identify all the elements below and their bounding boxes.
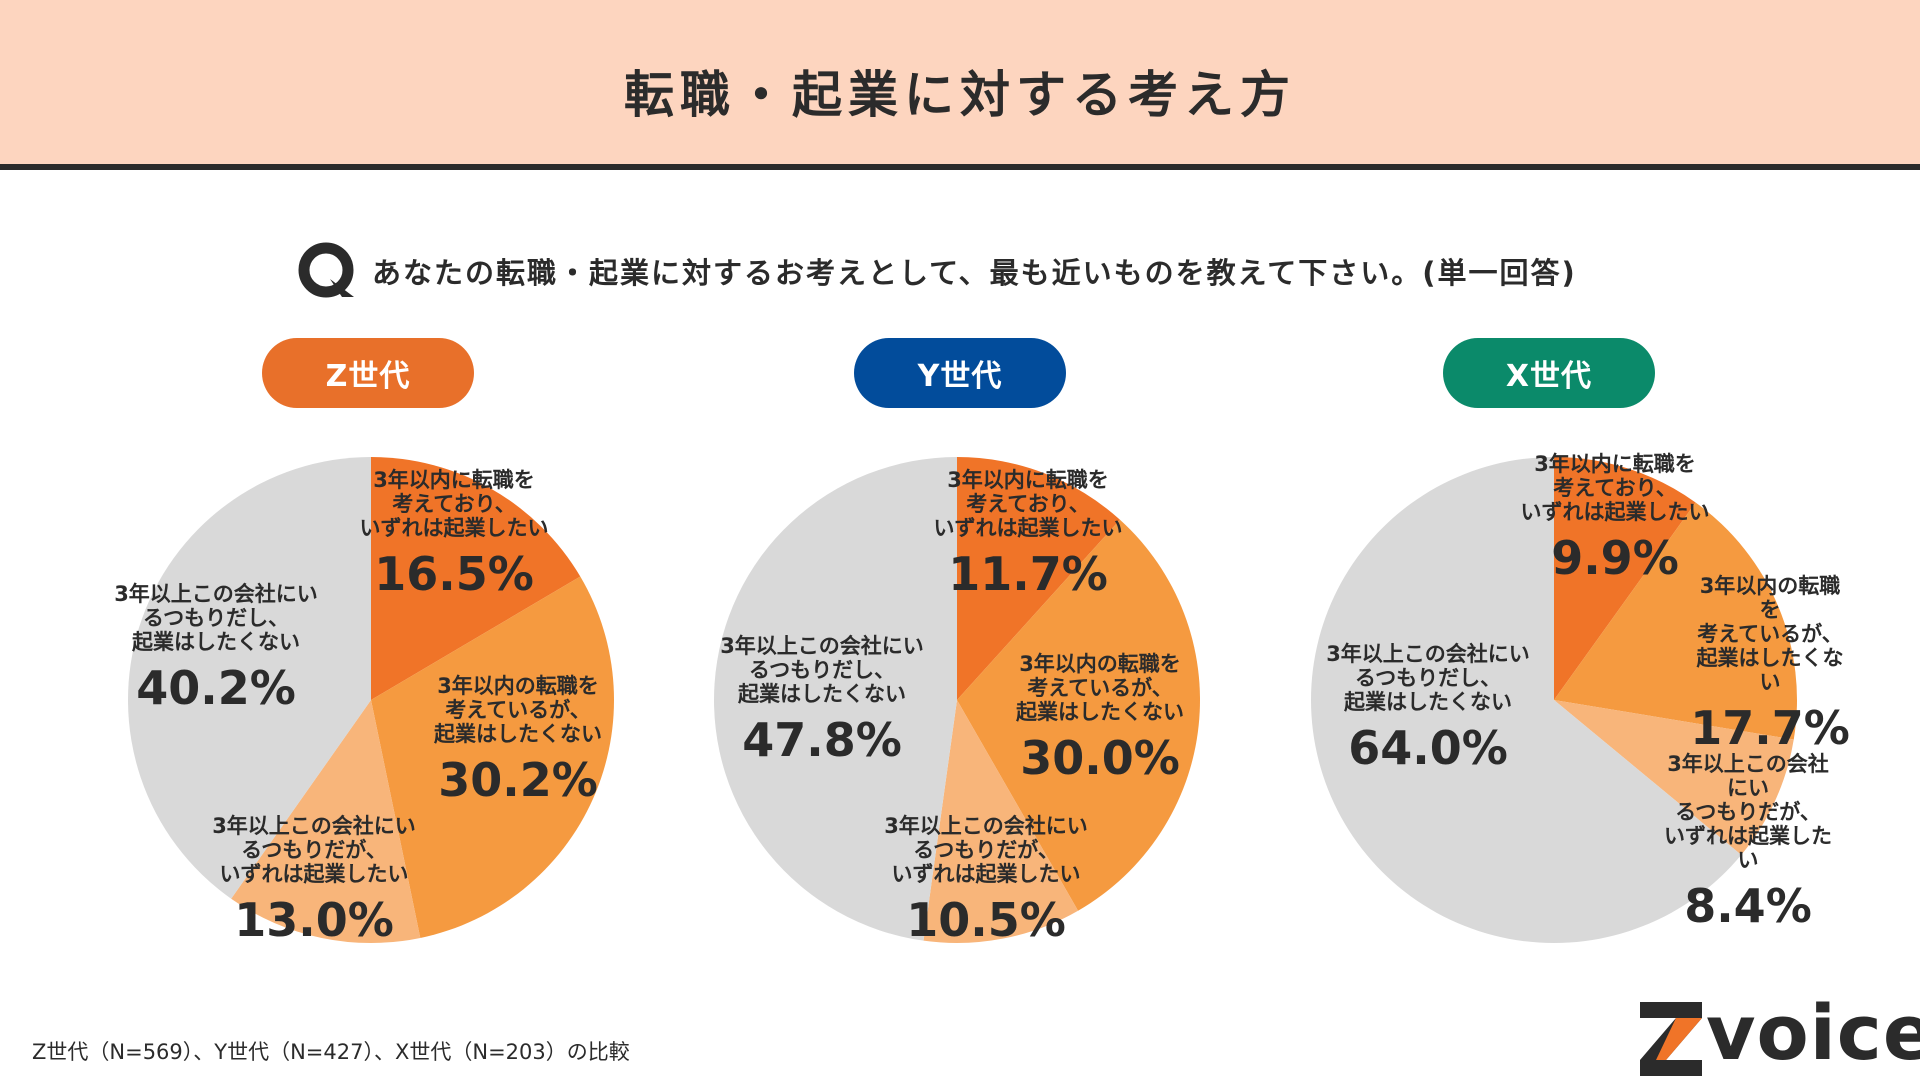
slice-label-y-3: 3年以上この会社にい るつもりだが、 いずれは起業したい 10.5% xyxy=(884,814,1088,950)
pie-slice-x-4 xyxy=(1311,457,1742,943)
slice-category-text: 3年以内に転職を 考えており、 いずれは起業したい xyxy=(359,468,549,540)
slice-value-text: 40.2% xyxy=(136,661,296,715)
slice-value-text: 47.8% xyxy=(742,713,902,767)
generation-pill-y: Y世代 xyxy=(854,338,1066,408)
slice-category-text: 3年以上この会社にい るつもりだが、 いずれは起業したい xyxy=(1664,752,1832,872)
slice-value-text: 11.7% xyxy=(948,547,1108,601)
pie-slice-y-2 xyxy=(957,519,1200,911)
zvoice-logo: voice xyxy=(1636,988,1920,1080)
slice-label-x-2: 3年以内の転職を 考えているが、 起業はしたくない 17.7% xyxy=(1690,574,1850,758)
pie-slice-x-2 xyxy=(1554,502,1797,740)
logo-wordmark: voice xyxy=(1706,988,1920,1077)
slice-category-text: 3年以内の転職を 考えているが、 起業はしたくない xyxy=(434,674,602,746)
pie-slice-y-4 xyxy=(714,457,957,941)
sample-size-footnote: Z世代（N=569）、Y世代（N=427）、X世代（N=203）の比較 xyxy=(32,1040,630,1064)
pie-slice-z-4 xyxy=(128,457,371,899)
slice-value-text: 10.5% xyxy=(906,893,1066,947)
slice-label-z-2: 3年以内の転職を 考えているが、 起業はしたくない 30.2% xyxy=(434,674,602,810)
slice-category-text: 3年以内の転職を 考えているが、 起業はしたくない xyxy=(1696,574,1844,694)
slice-label-z-3: 3年以上この会社にい るつもりだが、 いずれは起業したい 13.0% xyxy=(212,814,416,950)
pie-slice-y-1 xyxy=(957,457,1120,700)
q-icon xyxy=(298,242,354,298)
slice-label-x-1: 3年以内に転職を 考えており、 いずれは起業したい 9.9% xyxy=(1521,452,1710,588)
slice-value-text: 9.9% xyxy=(1551,531,1679,585)
slice-value-text: 64.0% xyxy=(1348,721,1508,775)
generation-pill-z: Z世代 xyxy=(262,338,474,408)
generation-pill-x: X世代 xyxy=(1443,338,1655,408)
question-text: あなたの転職・起業に対するお考えとして、最も近いものを教えて下さい。(単一回答) xyxy=(372,256,1577,290)
pie-slice-x-1 xyxy=(1554,457,1696,700)
slice-category-text: 3年以内に転職を 考えており、 いずれは起業したい xyxy=(933,468,1123,540)
slice-value-text: 17.7% xyxy=(1690,701,1850,755)
slice-label-z-1: 3年以内に転職を 考えており、 いずれは起業したい 16.5% xyxy=(360,468,549,604)
slice-value-text: 13.0% xyxy=(234,893,394,947)
pie-slice-y-3 xyxy=(923,700,1079,943)
slice-category-text: 3年以上この会社にい るつもりだし、 起業はしたくない xyxy=(114,582,318,654)
slice-value-text: 16.5% xyxy=(374,547,534,601)
page-title: 転職・起業に対する考え方 xyxy=(624,66,1296,124)
slice-value-text: 8.4% xyxy=(1684,879,1812,933)
slice-category-text: 3年以上この会社にい るつもりだし、 起業はしたくない xyxy=(720,634,924,706)
slice-label-y-1: 3年以内に転職を 考えており、 いずれは起業したい 11.7% xyxy=(934,468,1123,604)
slice-label-z-4: 3年以上この会社にい るつもりだし、 起業はしたくない 40.2% xyxy=(114,582,318,718)
pie-slice-z-1 xyxy=(371,457,581,700)
slice-label-y-2: 3年以内の転職を 考えているが、 起業はしたくない 30.0% xyxy=(1016,652,1184,788)
slice-label-x-3: 3年以上この会社にい るつもりだが、 いずれは起業したい 8.4% xyxy=(1662,752,1834,936)
slice-category-text: 3年以上この会社にい るつもりだし、 起業はしたくない xyxy=(1326,642,1530,714)
slice-value-text: 30.0% xyxy=(1020,731,1180,785)
slice-category-text: 3年以上この会社にい るつもりだが、 いずれは起業したい xyxy=(212,814,416,886)
pie-slice-x-3 xyxy=(1554,700,1794,855)
slice-category-text: 3年以内に転職を 考えており、 いずれは起業したい xyxy=(1520,452,1710,524)
slice-category-text: 3年以上この会社にい るつもりだが、 いずれは起業したい xyxy=(884,814,1088,886)
slice-label-y-4: 3年以上この会社にい るつもりだし、 起業はしたくない 47.8% xyxy=(720,634,924,770)
slice-category-text: 3年以内の転職を 考えているが、 起業はしたくない xyxy=(1016,652,1184,724)
header-band: 転職・起業に対する考え方 xyxy=(0,0,1920,170)
slice-label-x-4: 3年以上この会社にい るつもりだし、 起業はしたくない 64.0% xyxy=(1326,642,1530,778)
pie-slice-z-3 xyxy=(231,700,421,943)
question-row: あなたの転職・起業に対するお考えとして、最も近いものを教えて下さい。(単一回答) xyxy=(296,236,1577,306)
slice-value-text: 30.2% xyxy=(438,753,598,807)
pie-slice-z-2 xyxy=(371,576,614,938)
z-logo-mark xyxy=(1640,1002,1702,1076)
